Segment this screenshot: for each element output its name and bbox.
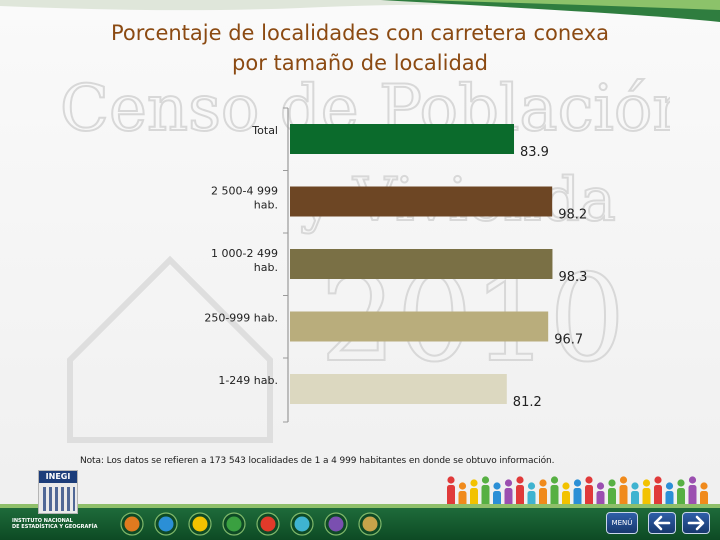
category-label: 250-999 hab. [204,312,278,325]
person-icon [481,476,490,510]
arrow-right-icon [687,515,705,531]
category-label-line: 1 000-2 499 [211,247,278,260]
footer-accent-line [0,504,720,508]
inegi-logo-line-2: DE ESTADÍSTICA Y GEOGRAFÍA [12,524,98,530]
topic-icon[interactable] [290,512,314,536]
category-label-line: Total [251,124,278,137]
category-label: 2 500-4 999 hab. [211,185,278,212]
topic-icon[interactable] [222,512,246,536]
inegi-logo-grid [43,487,75,511]
top-swoosh-decoration [0,0,720,22]
chart-title: Porcentaje de localidades con carretera … [40,18,680,78]
person-icon [516,476,524,510]
bar [290,124,515,154]
topic-icon[interactable] [120,512,144,536]
person-icon [447,476,455,510]
bar [290,186,553,217]
category-label: 1 000-2 499 hab. [211,247,278,274]
inegi-logo-text: INSTITUTO NACIONAL DE ESTADÍSTICA Y GEOG… [12,518,112,530]
inegi-logo: INEGI INSTITUTO NACIONAL DE ESTADÍSTICA … [10,468,97,538]
topic-icon[interactable] [324,512,348,536]
category-label: Total [251,124,278,137]
next-button[interactable] [682,512,710,534]
category-label-line: hab. [254,199,278,212]
topic-icon[interactable] [154,512,178,536]
person-icon [654,476,662,510]
bar [290,249,553,279]
topic-icon[interactable] [188,512,212,536]
category-label: 1-249 hab. [218,374,278,387]
category-label-line: hab. [254,261,278,274]
title-line-2: por tamaño de localidad [232,51,488,75]
bar [290,374,507,404]
chart-note: Nota: Los datos se refieren a 173 543 lo… [80,456,555,466]
inegi-logo-mark: INEGI [38,470,78,514]
navigation: MENÚ [606,512,716,536]
topic-icon[interactable] [256,512,280,536]
menu-button[interactable]: MENÚ [606,512,638,534]
arrow-left-icon [653,515,671,531]
category-label-line: 1-249 hab. [218,374,278,387]
menu-button-label: MENÚ [611,519,633,527]
topic-icons-row [120,512,382,536]
topic-icon[interactable] [358,512,382,536]
previous-button[interactable] [648,512,676,534]
category-label-line: 250-999 hab. [204,312,278,325]
person-icon [585,476,593,510]
value-label: 83.9 [520,145,549,160]
title-line-1: Porcentaje de localidades con carretera … [110,21,610,45]
inegi-logo-line-1: INSTITUTO NACIONAL [12,518,73,524]
footer: INEGI INSTITUTO NACIONAL DE ESTADÍSTICA … [0,464,720,540]
bar [290,311,549,342]
person-icon [688,476,697,510]
category-label-line: 2 500-4 999 [211,185,278,198]
value-label: 98.2 [558,208,587,223]
person-icon [550,476,559,510]
value-label: 81.2 [513,395,542,410]
person-icon [619,476,628,510]
value-label: 96.7 [554,333,583,348]
value-label: 98.3 [558,270,587,285]
inegi-logo-name: INEGI [39,471,77,483]
